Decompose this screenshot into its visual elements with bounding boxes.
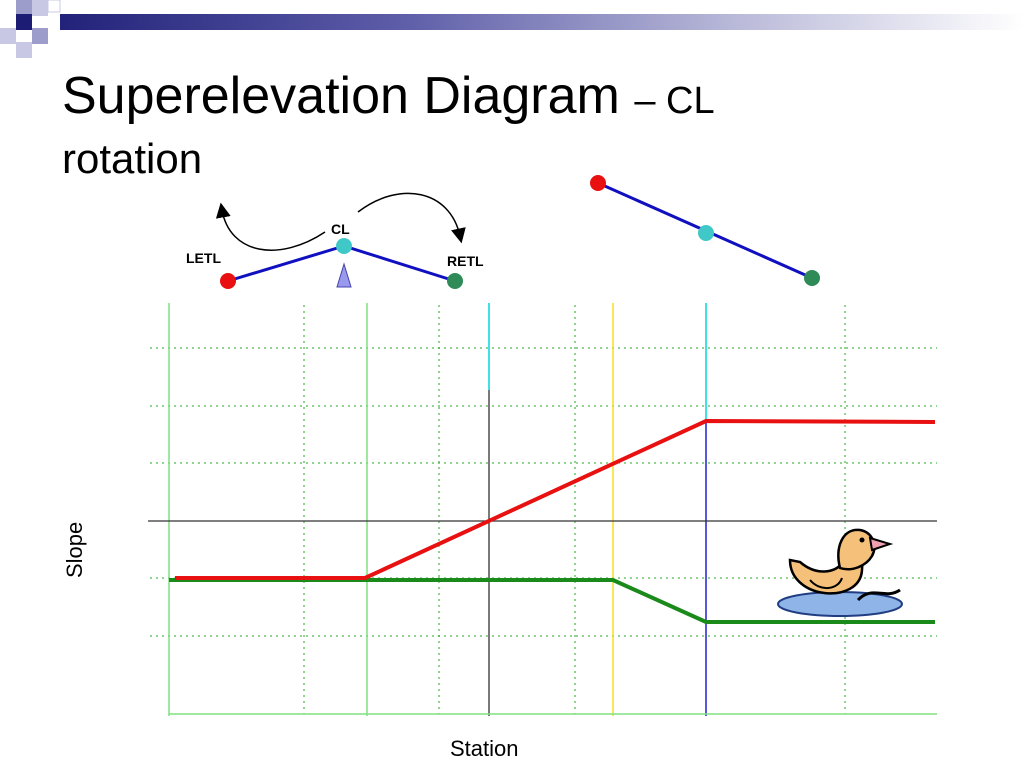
title-line2: rotation <box>62 135 203 182</box>
letl-point <box>220 273 236 289</box>
corner-decoration <box>0 0 61 58</box>
crown-left-line <box>227 244 345 283</box>
y-axis-label: Slope <box>62 522 87 578</box>
duck-clipart-icon <box>777 528 903 617</box>
rotated-section-sketch <box>590 175 820 286</box>
left-edge-profile <box>175 418 936 580</box>
rotated-center-point <box>698 225 714 241</box>
rotation-arrow-right <box>357 192 466 244</box>
right-edge-profile <box>169 578 935 624</box>
retl-point <box>447 273 463 289</box>
slide-title: Superelevation Diagram – CL rotation <box>62 66 882 183</box>
crown-right-line <box>343 244 456 283</box>
rotated-right-point <box>804 270 820 286</box>
title-main: Superelevation Diagram <box>62 67 620 125</box>
rotated-left-point <box>590 175 606 191</box>
rotation-arrow-left <box>215 202 326 251</box>
cross-section-sketch: LETL CL RETL <box>186 192 484 289</box>
grid-vertical <box>303 305 846 714</box>
cl-point <box>336 238 352 254</box>
retl-label: RETL <box>447 253 484 269</box>
x-axis-label: Station <box>450 736 519 761</box>
letl-label: LETL <box>186 250 221 266</box>
header-bar <box>60 14 1024 30</box>
title-suffix: – CL <box>634 80 715 122</box>
cl-label: CL <box>331 221 350 237</box>
pivot-triangle-icon <box>336 262 352 288</box>
